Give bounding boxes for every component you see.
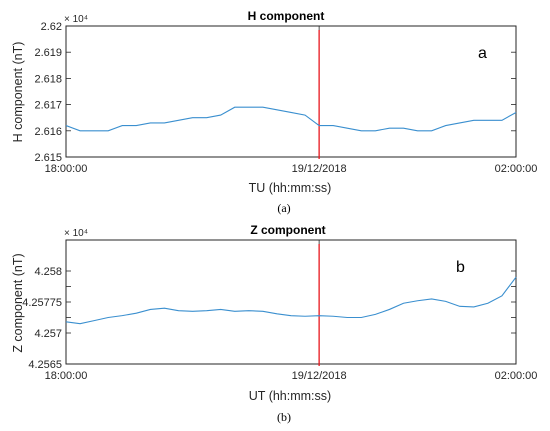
panel-a-xlabel: TU (hh:mm:ss) [249,181,332,195]
panel-a-y-ticks: 2.615 2.616 2.617 2.618 2.619 2.62 [34,21,516,164]
x-tick-label: 02:00:00 [495,163,538,175]
panel-a-exponent: × 10⁴ [64,14,88,25]
panel-a-x-ticks: 18:00:00 19/12/2018 02:00:00 [45,26,538,175]
y-tick-label: 4.2565 [28,359,62,371]
panel-b-x-ticks: 18:00:00 19/12/2018 02:00:00 [45,240,538,382]
panel-b-caption: (b) [277,410,291,424]
panel-a-series-line [65,106,517,132]
panel-b-exponent: × 10⁴ [64,228,88,239]
x-tick-label: 18:00:00 [45,370,88,382]
panel-a-plot-box [65,25,517,158]
y-tick-label: 2.619 [34,47,62,59]
y-tick-label: 2.615 [34,152,62,164]
panel-b-xlabel: UT (hh:mm:ss) [249,389,331,403]
panel-a-letter: a [478,45,487,62]
y-tick-label: 2.618 [34,73,62,85]
panel-b-series-line [65,276,517,325]
y-tick-label: 4.25775 [22,297,62,309]
y-tick-label: 2.617 [34,100,62,112]
x-tick-label: 19/12/2018 [292,163,347,175]
y-tick-label: 4.257 [34,328,62,340]
y-tick-label: 4.258 [34,266,62,278]
x-tick-label: 02:00:00 [495,370,538,382]
panel-a-title: H component [248,9,325,23]
x-tick-label: 18:00:00 [45,163,88,175]
y-tick-label: 2.616 [34,126,62,138]
panel-a-caption: (a) [277,201,290,215]
y-tick-label: 2.62 [41,21,62,33]
panel-b-letter: b [456,259,465,276]
panel-b-ylabel: Z component (nT) [11,253,25,352]
panel-b-y-ticks: 4.2565 4.257 4.25775 4.258 [22,266,516,371]
panel-a-ylabel: H component (nT) [11,42,25,143]
panel-b-title: Z component [250,223,325,237]
panel-b: × 10⁴ Z component 4.25654.2574.257754.25… [11,223,537,424]
panel-a: × 10⁴ H component 2.6152.6162.6172.6182.… [11,9,537,215]
x-tick-label: 19/12/2018 [292,370,347,382]
